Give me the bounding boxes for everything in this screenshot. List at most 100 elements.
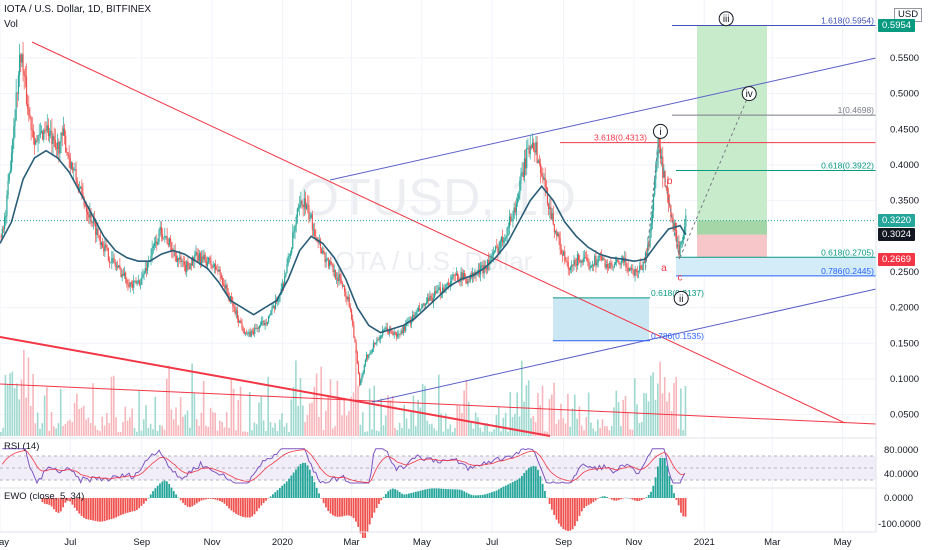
volume-bar	[405, 418, 408, 436]
candle-body	[400, 330, 402, 334]
volume-bar	[398, 422, 401, 436]
candle-body	[542, 176, 544, 180]
volume-bar	[470, 422, 472, 436]
candle-body	[249, 332, 251, 337]
trend-line	[329, 57, 877, 181]
ewo-bar	[87, 498, 90, 520]
ewo-bar	[507, 484, 509, 498]
ewo-bar	[209, 498, 212, 499]
volume-bar	[320, 366, 323, 436]
volume-bar	[200, 412, 203, 436]
volume-bar	[654, 399, 657, 436]
ewo-bar	[447, 489, 450, 498]
candle-body	[134, 280, 136, 282]
candle-body	[338, 274, 340, 282]
candle-body	[22, 54, 24, 72]
volume-bar	[414, 426, 417, 436]
candle-body	[329, 261, 331, 267]
candle-body	[33, 138, 36, 145]
candle-body	[544, 177, 546, 187]
volume-bar	[165, 378, 168, 436]
ewo-bar	[50, 498, 53, 507]
volume-bar	[186, 410, 189, 436]
candle-body	[216, 269, 218, 271]
ewo-bar	[373, 498, 376, 513]
candle-body	[24, 75, 26, 77]
volume-bar	[488, 431, 491, 436]
candle-body	[377, 339, 379, 341]
ewo-bar	[331, 498, 334, 516]
candle-body	[558, 233, 560, 238]
volume-bar	[329, 379, 332, 436]
ewo-bar	[292, 472, 295, 498]
watermark: IOTUSD, 1D IOTA / U.S. Dollar	[284, 169, 576, 276]
candle-body	[45, 130, 47, 132]
candle-body	[550, 207, 552, 220]
candle-body	[543, 177, 545, 180]
candle-body	[263, 321, 265, 326]
volume-bar	[603, 426, 606, 436]
candle-body	[546, 188, 549, 204]
wave-label-circle	[673, 290, 689, 306]
candle-body	[356, 352, 358, 364]
candle-body	[424, 304, 426, 306]
volume-bar	[585, 417, 588, 436]
ewo-bar	[55, 498, 58, 512]
candle-body	[84, 205, 86, 207]
volume-bar	[161, 425, 163, 436]
volume-bar	[214, 412, 216, 436]
wave-label: iii	[723, 14, 730, 25]
candle-body	[13, 125, 15, 140]
candle-body	[629, 268, 632, 270]
time-axis[interactable]: May Jul Sep Nov 2020 Mar May Jul Sep Nov 2021 Mar Ma…	[0, 537, 852, 548]
candle-body	[403, 326, 406, 331]
time-tick-label: May	[0, 537, 9, 548]
fib-label: 1.618(0.5954)	[821, 16, 874, 26]
price-axis[interactable]: 0.5500 0.5000 0.4500 0.4000 0.3500 0.2500 0.20…	[875, 0, 921, 532]
candle-body	[250, 330, 252, 337]
candle-body	[496, 246, 498, 248]
candle-body	[513, 207, 515, 219]
candle-body	[437, 289, 439, 291]
ewo-bar	[175, 494, 177, 498]
price-tick-label: 0.0500	[890, 410, 919, 421]
ewo-bar	[654, 477, 657, 498]
volume-bar	[133, 427, 136, 436]
candle-body	[69, 158, 71, 169]
candle-body	[516, 198, 519, 204]
fib-box-upper	[676, 257, 876, 276]
candle-body	[315, 236, 317, 238]
candle-body	[281, 283, 283, 289]
candle-body	[244, 333, 247, 334]
candle-body	[78, 187, 81, 192]
ewo-label[interactable]: EWO (close, 5, 34)	[4, 491, 85, 502]
ewo-bar	[216, 498, 219, 501]
volume-bar	[124, 406, 127, 436]
volume-bar	[341, 415, 343, 436]
ewo-bar	[172, 491, 175, 498]
ewo-bar	[131, 498, 134, 512]
ewo-bar	[518, 478, 521, 498]
candle-body	[240, 320, 242, 324]
ewo-bar	[465, 492, 468, 498]
candle-body	[578, 254, 580, 261]
candle-body	[38, 134, 40, 136]
symbol-title[interactable]: IOTA / U.S. Dollar, 1D, BITFINEX	[4, 4, 152, 15]
volume-bar	[463, 390, 465, 436]
candle-body	[300, 200, 302, 206]
volume-bar	[191, 363, 193, 436]
rsi-label[interactable]: RSI (14)	[4, 441, 40, 452]
volume-bar	[391, 395, 394, 436]
candle-body	[17, 75, 20, 94]
candle-body	[565, 260, 567, 262]
candle-body	[254, 327, 256, 334]
ewo-bar	[643, 498, 645, 499]
candle-body	[405, 324, 407, 331]
volume-bar	[55, 428, 57, 436]
ewo-bar	[412, 492, 415, 498]
candle-body	[528, 148, 530, 154]
candle-body	[523, 158, 526, 178]
volume-bar	[650, 375, 652, 436]
candle-body	[584, 257, 587, 259]
volume-bar	[548, 399, 551, 436]
